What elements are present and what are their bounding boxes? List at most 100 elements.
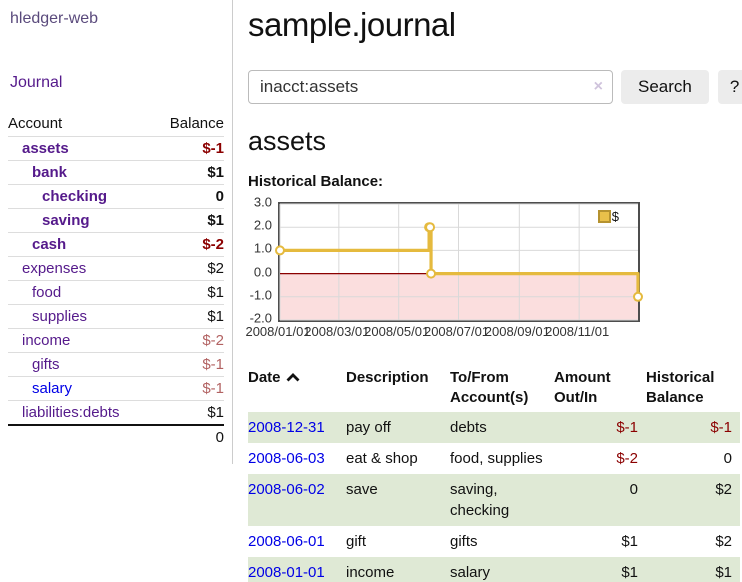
transaction-accounts: food, supplies	[450, 450, 543, 467]
account-balance: $-1	[202, 140, 224, 157]
account-balance: 0	[215, 188, 224, 205]
y-tick-label: 3.0	[253, 194, 272, 210]
account-row: expenses $2	[8, 256, 224, 281]
account-page-title: assets	[248, 126, 327, 156]
account-balance: $-1	[202, 356, 224, 373]
account-balance: $-2	[202, 332, 224, 349]
description-column-header: Description	[346, 369, 429, 386]
transaction-accounts: debts	[450, 419, 487, 436]
transaction-amount: $-2	[616, 450, 638, 467]
transaction-date-link[interactable]: 2008-06-01	[248, 533, 325, 550]
account-balance: $1	[207, 164, 224, 181]
transaction-amount: $1	[621, 564, 638, 581]
transaction-balance: $2	[715, 481, 732, 498]
account-row: gifts $-1	[8, 352, 224, 377]
account-link-expenses[interactable]: expenses	[22, 260, 87, 277]
transaction-description: save	[346, 481, 378, 498]
chart-plot-svg	[275, 203, 643, 321]
x-tick-label: 2008/11/01	[545, 324, 610, 339]
transaction-accounts: gifts	[450, 533, 478, 550]
y-tick-label: 0.0	[253, 264, 272, 280]
clear-search-icon[interactable]: ×	[593, 78, 603, 95]
x-tick-label: 2008/07/01	[423, 324, 490, 339]
search-form: × Search ?	[248, 70, 742, 104]
transaction-date-link[interactable]: 2008-06-02	[248, 481, 325, 498]
account-column-header: Account	[8, 115, 63, 132]
date-column-header[interactable]: Date	[248, 364, 346, 412]
account-link-bank[interactable]: bank	[32, 164, 68, 181]
help-button[interactable]: ?	[717, 70, 742, 104]
transaction-accounts: saving, checking	[450, 481, 510, 519]
transaction-amount: $-1	[616, 419, 638, 436]
account-link-checking[interactable]: checking	[42, 188, 108, 205]
account-row: saving $1	[8, 208, 224, 233]
sidebar: hledger-web Journal Account Balance asse…	[0, 0, 233, 464]
search-button[interactable]: Search	[621, 70, 709, 104]
account-balance: $1	[207, 212, 224, 229]
account-row: checking 0	[8, 184, 224, 209]
account-link-gifts[interactable]: gifts	[32, 356, 60, 373]
y-tick-label: -2.0	[249, 310, 272, 326]
transaction-balance: $-1	[710, 419, 732, 436]
transaction-balance: $2	[715, 533, 732, 550]
chart-x-axis: 2008/01/01 2008/03/01 2008/05/01 2008/07/01…	[245, 324, 640, 342]
account-row: food $1	[8, 280, 224, 305]
transaction-amount: $1	[621, 533, 638, 550]
legend-label: $	[611, 209, 619, 224]
amount-column-header: Amount Out/In	[554, 369, 611, 406]
chart-plot-area: $	[275, 202, 643, 322]
page-title: sample.journal	[248, 6, 456, 43]
search-input[interactable]	[248, 70, 613, 104]
y-tick-label: 1.0	[253, 240, 272, 256]
balance-column-header: Historical Balance	[646, 369, 715, 406]
account-link-liabilities-debts[interactable]: liabilities:debts	[22, 404, 120, 421]
register-row: 2008-06-03 eat & shop food, supplies $-2…	[248, 443, 740, 474]
brand-link[interactable]: hledger-web	[10, 10, 99, 27]
transaction-amount: 0	[629, 481, 638, 498]
y-tick-label: 2.0	[253, 217, 272, 233]
account-total-row: 0	[8, 425, 224, 450]
accounts-column-header: To/From Account(s)	[450, 369, 529, 406]
transaction-date-link[interactable]: 2008-06-03	[248, 450, 325, 467]
x-tick-label: 2008/05/01	[364, 324, 430, 339]
x-tick-label: 2008/09/01	[484, 324, 550, 339]
account-balance: $1	[207, 308, 224, 325]
account-row: bank $1	[8, 160, 224, 185]
account-balance: $1	[207, 404, 224, 421]
transaction-date-link[interactable]: 2008-01-01	[248, 564, 325, 581]
transaction-date-link[interactable]: 2008-12-31	[248, 419, 325, 436]
chart-legend: $	[597, 209, 619, 224]
account-link-saving[interactable]: saving	[42, 212, 90, 229]
account-link-supplies[interactable]: supplies	[32, 308, 88, 325]
sort-ascending-icon	[286, 373, 300, 382]
y-tick-label: -1.0	[249, 287, 272, 303]
account-link-food[interactable]: food	[32, 284, 62, 301]
transaction-description: eat & shop	[346, 450, 418, 467]
register-row: 2008-01-01 income salary $1 $1	[248, 557, 740, 582]
account-total-value: 0	[215, 429, 224, 446]
transaction-description: income	[346, 564, 395, 581]
account-link-cash[interactable]: cash	[32, 236, 67, 253]
account-balance: $2	[207, 260, 224, 277]
legend-swatch-icon	[597, 210, 611, 223]
account-tree-table: Account Balance assets $-1 bank $1 check…	[8, 112, 224, 450]
account-balance: $1	[207, 284, 224, 301]
register-header-row: Date Description To/From Account(s) Amou…	[248, 364, 740, 412]
register-table: Date Description To/From Account(s) Amou…	[248, 364, 740, 582]
account-link-assets[interactable]: assets	[22, 140, 69, 157]
account-link-salary[interactable]: salary	[32, 380, 73, 397]
transaction-balance: 0	[723, 450, 732, 467]
account-row: income $-2	[8, 328, 224, 353]
account-row: salary $-1	[8, 376, 224, 401]
account-balance: $-1	[202, 380, 224, 397]
register-row: 2008-12-31 pay off debts $-1 $-1	[248, 412, 740, 443]
sidebar-item-journal[interactable]: Journal	[10, 74, 63, 91]
transaction-description: pay off	[346, 419, 391, 436]
main-content: sample.journal × Search ? assets Histori…	[233, 0, 742, 582]
chart-title: Historical Balance:	[248, 173, 384, 190]
transaction-accounts: salary	[450, 564, 491, 581]
account-row: assets $-1	[8, 136, 224, 161]
account-row: liabilities:debts $1	[8, 400, 224, 426]
account-link-income[interactable]: income	[22, 332, 71, 349]
